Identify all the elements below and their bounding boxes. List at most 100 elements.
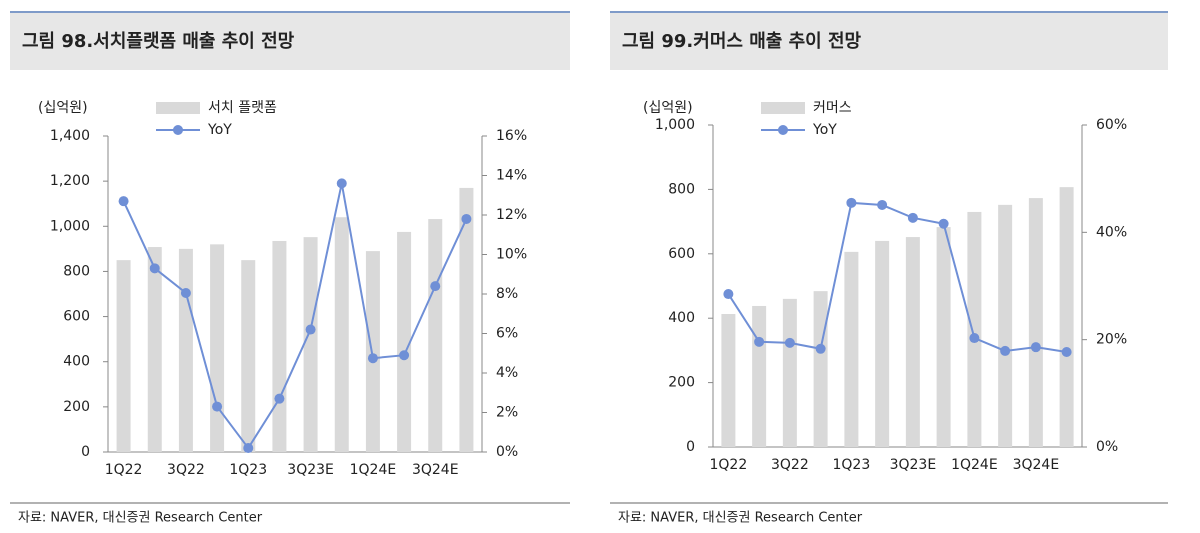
source: 자료: NAVER, 대신증권 Research Center	[18, 511, 263, 526]
yoy-point	[815, 343, 826, 354]
yoy-point	[274, 393, 285, 404]
bar	[210, 244, 225, 452]
bar	[272, 240, 287, 452]
y2-tick-label: 12%	[496, 207, 527, 223]
y2-tick-label: 14%	[496, 168, 527, 184]
bar	[813, 291, 828, 447]
y-tick-label: 1,200	[50, 173, 90, 189]
legend-label: YoY	[207, 122, 232, 138]
header-band	[10, 12, 570, 70]
y-tick-label: 1,000	[50, 218, 90, 234]
yoy-point	[149, 263, 160, 274]
y2-tick-label: 20%	[1096, 332, 1127, 348]
yoy-point	[180, 288, 191, 299]
y2-tick-label: 2%	[496, 405, 518, 421]
bar	[459, 187, 474, 452]
legend-swatch	[156, 102, 200, 114]
y2-tick-label: 0%	[496, 444, 518, 460]
yoy-point	[784, 337, 795, 348]
legend-marker	[173, 125, 183, 135]
y2-tick-label: 60%	[1096, 117, 1127, 133]
y2-tick-label: 8%	[496, 286, 518, 302]
yoy-point	[399, 350, 410, 361]
y-tick-label: 200	[63, 399, 90, 415]
bar	[998, 204, 1013, 447]
bar	[241, 260, 256, 452]
bar	[721, 314, 736, 447]
y2-tick-label: 40%	[1096, 224, 1127, 240]
x-tick-label: 1Q22	[710, 457, 748, 473]
x-tick-label: 3Q22	[167, 462, 205, 478]
yoy-point	[212, 401, 223, 412]
bar	[365, 251, 380, 452]
bar	[147, 247, 162, 452]
yoy-point	[461, 213, 472, 224]
x-tick-label: 3Q24E	[1013, 457, 1060, 473]
y-tick-label: 400	[63, 354, 90, 370]
legend-swatch	[761, 102, 805, 114]
y-unit: (십억원)	[643, 100, 693, 116]
legend-label: 서치 플랫폼	[208, 100, 277, 116]
legend-marker	[778, 125, 788, 135]
y-tick-label: 0	[686, 439, 695, 455]
bar	[905, 237, 920, 447]
yoy-point	[1030, 342, 1041, 353]
bar	[875, 240, 890, 447]
bar	[782, 298, 797, 447]
y-tick-label: 800	[63, 263, 90, 279]
chart-title: 그림 98.서치플랫폼 매출 추이 전망	[22, 31, 295, 52]
x-tick-label: 1Q24E	[350, 462, 397, 478]
yoy-point	[907, 212, 918, 223]
x-tick-label: 3Q23E	[287, 462, 334, 478]
y2-tick-label: 0%	[1096, 439, 1118, 455]
bar	[428, 219, 443, 452]
y-tick-label: 600	[63, 309, 90, 325]
yoy-point	[305, 324, 316, 335]
y2-tick-label: 6%	[496, 326, 518, 342]
yoy-point	[367, 353, 378, 364]
yoy-point	[243, 443, 254, 454]
yoy-point	[1061, 347, 1072, 358]
y2-tick-label: 16%	[496, 128, 527, 144]
yoy-point	[969, 333, 980, 344]
yoy-point	[1000, 345, 1011, 356]
bar	[178, 248, 193, 452]
y-tick-label: 1,000	[655, 117, 695, 133]
chart-title: 그림 99.커머스 매출 추이 전망	[622, 31, 862, 52]
x-tick-label: 3Q24E	[412, 462, 459, 478]
bar	[1059, 187, 1074, 447]
y2-tick-label: 4%	[496, 365, 518, 381]
yoy-point	[877, 199, 888, 210]
x-tick-label: 1Q24E	[951, 457, 998, 473]
bar	[936, 227, 951, 447]
bar	[844, 251, 859, 447]
y-tick-label: 0	[81, 444, 90, 460]
bar	[334, 217, 349, 452]
legend-label: YoY	[812, 122, 837, 138]
x-tick-label: 3Q22	[771, 457, 809, 473]
y-tick-label: 400	[668, 310, 695, 326]
x-tick-label: 1Q23	[833, 457, 871, 473]
bar	[397, 231, 412, 452]
y-tick-label: 800	[668, 181, 695, 197]
yoy-point	[938, 218, 949, 229]
y-unit: (십억원)	[38, 100, 88, 116]
yoy-point	[723, 289, 734, 300]
y-tick-label: 200	[668, 375, 695, 391]
x-tick-label: 1Q22	[105, 462, 143, 478]
yoy-point	[846, 197, 857, 208]
source: 자료: NAVER, 대신증권 Research Center	[618, 511, 863, 526]
yoy-line	[122, 183, 468, 450]
bar	[1028, 198, 1043, 447]
y2-tick-label: 10%	[496, 247, 527, 263]
bar	[967, 211, 982, 447]
legend-label: 커머스	[813, 100, 852, 116]
bar	[303, 237, 318, 452]
x-tick-label: 1Q23	[229, 462, 267, 478]
y-tick-label: 600	[668, 246, 695, 262]
yoy-point	[118, 196, 129, 207]
yoy-line	[727, 201, 1067, 353]
header-band	[610, 12, 1168, 70]
y-tick-label: 1,400	[50, 128, 90, 144]
